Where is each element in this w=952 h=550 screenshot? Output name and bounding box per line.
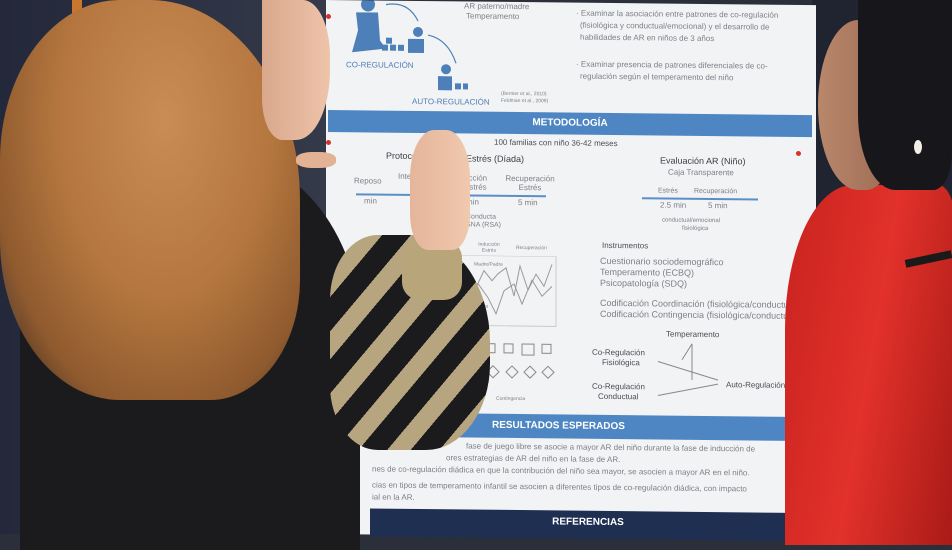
- instrument: Temperamento (ECBQ): [600, 266, 695, 278]
- resultado-line: ial en la AR.: [372, 492, 415, 502]
- measure: SNA (RSA): [466, 221, 502, 229]
- objective-line: habilidades de AR en niños de 3 años: [580, 32, 715, 44]
- objective-line: regulación según el temperamento del niñ…: [580, 71, 734, 83]
- top-mid-line: Temperamento: [466, 11, 520, 22]
- phase-label: Recuperación Estrés: [505, 173, 555, 193]
- model-co-conductual: Co-Regulación: [592, 381, 645, 392]
- citation: (Bernier et al., 2010): [501, 90, 547, 98]
- model-temperamento: Temperamento: [666, 329, 720, 340]
- co-regulation-illustration-icon: [352, 0, 468, 91]
- instrument: Psicopatología (SDQ): [600, 277, 688, 289]
- person-right-hair: [858, 0, 952, 190]
- objective-line: · Examinar presencia de patrones diferen…: [576, 59, 768, 71]
- model-arrows: [657, 343, 719, 396]
- phase-label: Reposo: [354, 176, 382, 186]
- eval-measure: conductual/emocional: [662, 217, 721, 225]
- resultado-line: nes de co-regulación diádica en que la c…: [372, 464, 750, 478]
- top-mid-line: AR paterno/madre: [464, 1, 530, 12]
- model-co-fisiologica: Co-Regulación: [592, 347, 645, 358]
- resultado-line: fase de juego libre se asocie a mayor AR…: [466, 441, 756, 454]
- eval-measure: fisiológica: [682, 225, 709, 233]
- codificacion: Codificación Coordinación (fisiológica/c…: [600, 297, 799, 310]
- resultado-line: cias en tipos de temperamento infantil s…: [372, 480, 747, 494]
- duration: 5 min: [518, 198, 538, 208]
- instrument: Cuestionario sociodemográfico: [600, 255, 724, 268]
- chart-label: Inducción Estrés: [478, 241, 500, 254]
- person-right-red-coat: [785, 185, 952, 545]
- person-left-face: [262, 0, 330, 140]
- citation: Feldman et al., 2009): [501, 97, 549, 105]
- model-co-conductual: Conductual: [598, 391, 639, 402]
- referencias-header: REFERENCIAS: [370, 508, 806, 542]
- person-left-hand: [410, 130, 470, 250]
- sleeve-cuff: [402, 240, 462, 300]
- instrumentos-title: Instrumentos: [602, 240, 649, 251]
- push-pin: [326, 14, 331, 20]
- model-co-fisiologica: Fisiológica: [602, 357, 640, 368]
- contingency-diagram-icon: [485, 343, 555, 380]
- objective-line: · Examinar la asociación entre patrones …: [576, 8, 779, 20]
- codificacion: Codificación Contingencia (fisiológica/c…: [600, 308, 799, 321]
- push-pin: [796, 150, 801, 156]
- person-left-hair: [0, 0, 300, 400]
- auto-regulacion-label: AUTO-REGULACIÓN: [412, 96, 490, 107]
- person-left-fingers: [296, 152, 336, 168]
- co-regulacion-label: CO-REGULACIÓN: [346, 60, 414, 70]
- chart-label: Contingencia: [496, 395, 526, 403]
- measure: Conducta: [466, 213, 496, 221]
- metodologia-header: METODOLOGÍA: [328, 110, 812, 138]
- eval-duration: 2.5 min: [660, 200, 687, 210]
- chart-label: Recuperación: [516, 244, 547, 252]
- earring: [914, 140, 922, 154]
- objective-line: (fisiológica y conductual/emocional) y e…: [580, 20, 770, 32]
- eval-phase: Estrés: [658, 187, 678, 195]
- sample-text: 100 familias con niño 36-42 meses: [494, 137, 618, 149]
- duration: min: [364, 196, 377, 206]
- model-auto-regulacion: Auto-Regulación: [726, 380, 786, 390]
- eval-title: Evaluación AR (Niño): [660, 155, 746, 167]
- protocol-title: Estrés (Díada): [466, 153, 525, 165]
- resultado-line: ores estrategias de AR del niño en la fa…: [446, 453, 621, 465]
- eval-phase: Recuperación: [694, 187, 738, 196]
- eval-subtitle: Caja Transparente: [668, 167, 734, 178]
- eval-duration: 5 min: [708, 201, 728, 211]
- chart-label: Madre/Padre: [474, 261, 503, 268]
- push-pin: [326, 140, 331, 146]
